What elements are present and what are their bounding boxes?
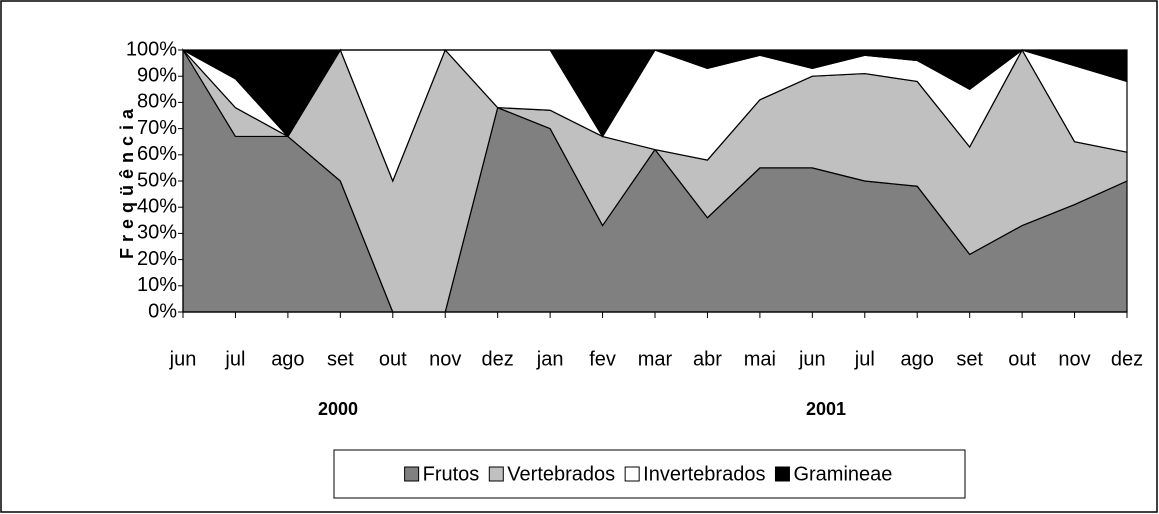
y-tick-label: 60% — [137, 143, 177, 165]
y-tick-label: 100% — [126, 38, 177, 60]
x-tick-label: set — [956, 348, 983, 370]
legend-label: Frutos — [423, 463, 480, 485]
legend-swatch — [404, 466, 420, 482]
y-tick-label: 50% — [137, 169, 177, 191]
y-tick-label: 10% — [137, 274, 177, 296]
x-tick-label: jan — [536, 348, 564, 370]
y-tick-label: 80% — [137, 91, 177, 113]
x-tick-label: out — [1008, 348, 1036, 370]
x-tick-label: out — [379, 348, 407, 370]
x-tick-label: abr — [693, 348, 722, 370]
y-tick-label: 0% — [148, 300, 177, 322]
x-tick-label: dez — [1111, 348, 1143, 370]
area — [182, 49, 1128, 138]
legend-label: Invertebrados — [643, 463, 765, 485]
legend-swatch — [774, 466, 790, 482]
legend-label: Vertebrados — [507, 463, 615, 485]
x-tick-label: jul — [224, 348, 245, 370]
x-tick-label: mai — [744, 348, 776, 370]
x-tick-label: mar — [638, 348, 673, 370]
legend-box — [333, 449, 966, 499]
x-tick-label: nov — [429, 348, 461, 370]
x-tick-label: fev — [589, 348, 616, 370]
x-tick-label: jul — [854, 348, 875, 370]
legend-label: Gramineae — [793, 463, 892, 485]
x-tick-label: dez — [482, 348, 514, 370]
legend-swatch — [624, 466, 640, 482]
x-tick-label: jun — [169, 348, 197, 370]
y-tick-label: 20% — [137, 248, 177, 270]
x-tick-label: ago — [271, 348, 304, 370]
y-tick-label: 30% — [137, 222, 177, 244]
x-tick-label: nov — [1058, 348, 1090, 370]
y-tick-label: 70% — [137, 117, 177, 139]
year-label: 2001 — [806, 399, 846, 419]
legend-swatch — [488, 466, 504, 482]
y-tick-label: 40% — [137, 195, 177, 217]
y-axis-label: Freqüência — [117, 103, 137, 259]
x-tick-label: ago — [901, 348, 934, 370]
year-label: 2000 — [318, 399, 358, 419]
x-tick-label: set — [327, 348, 354, 370]
y-tick-label: 90% — [137, 64, 177, 86]
x-tick-label: jun — [798, 348, 826, 370]
